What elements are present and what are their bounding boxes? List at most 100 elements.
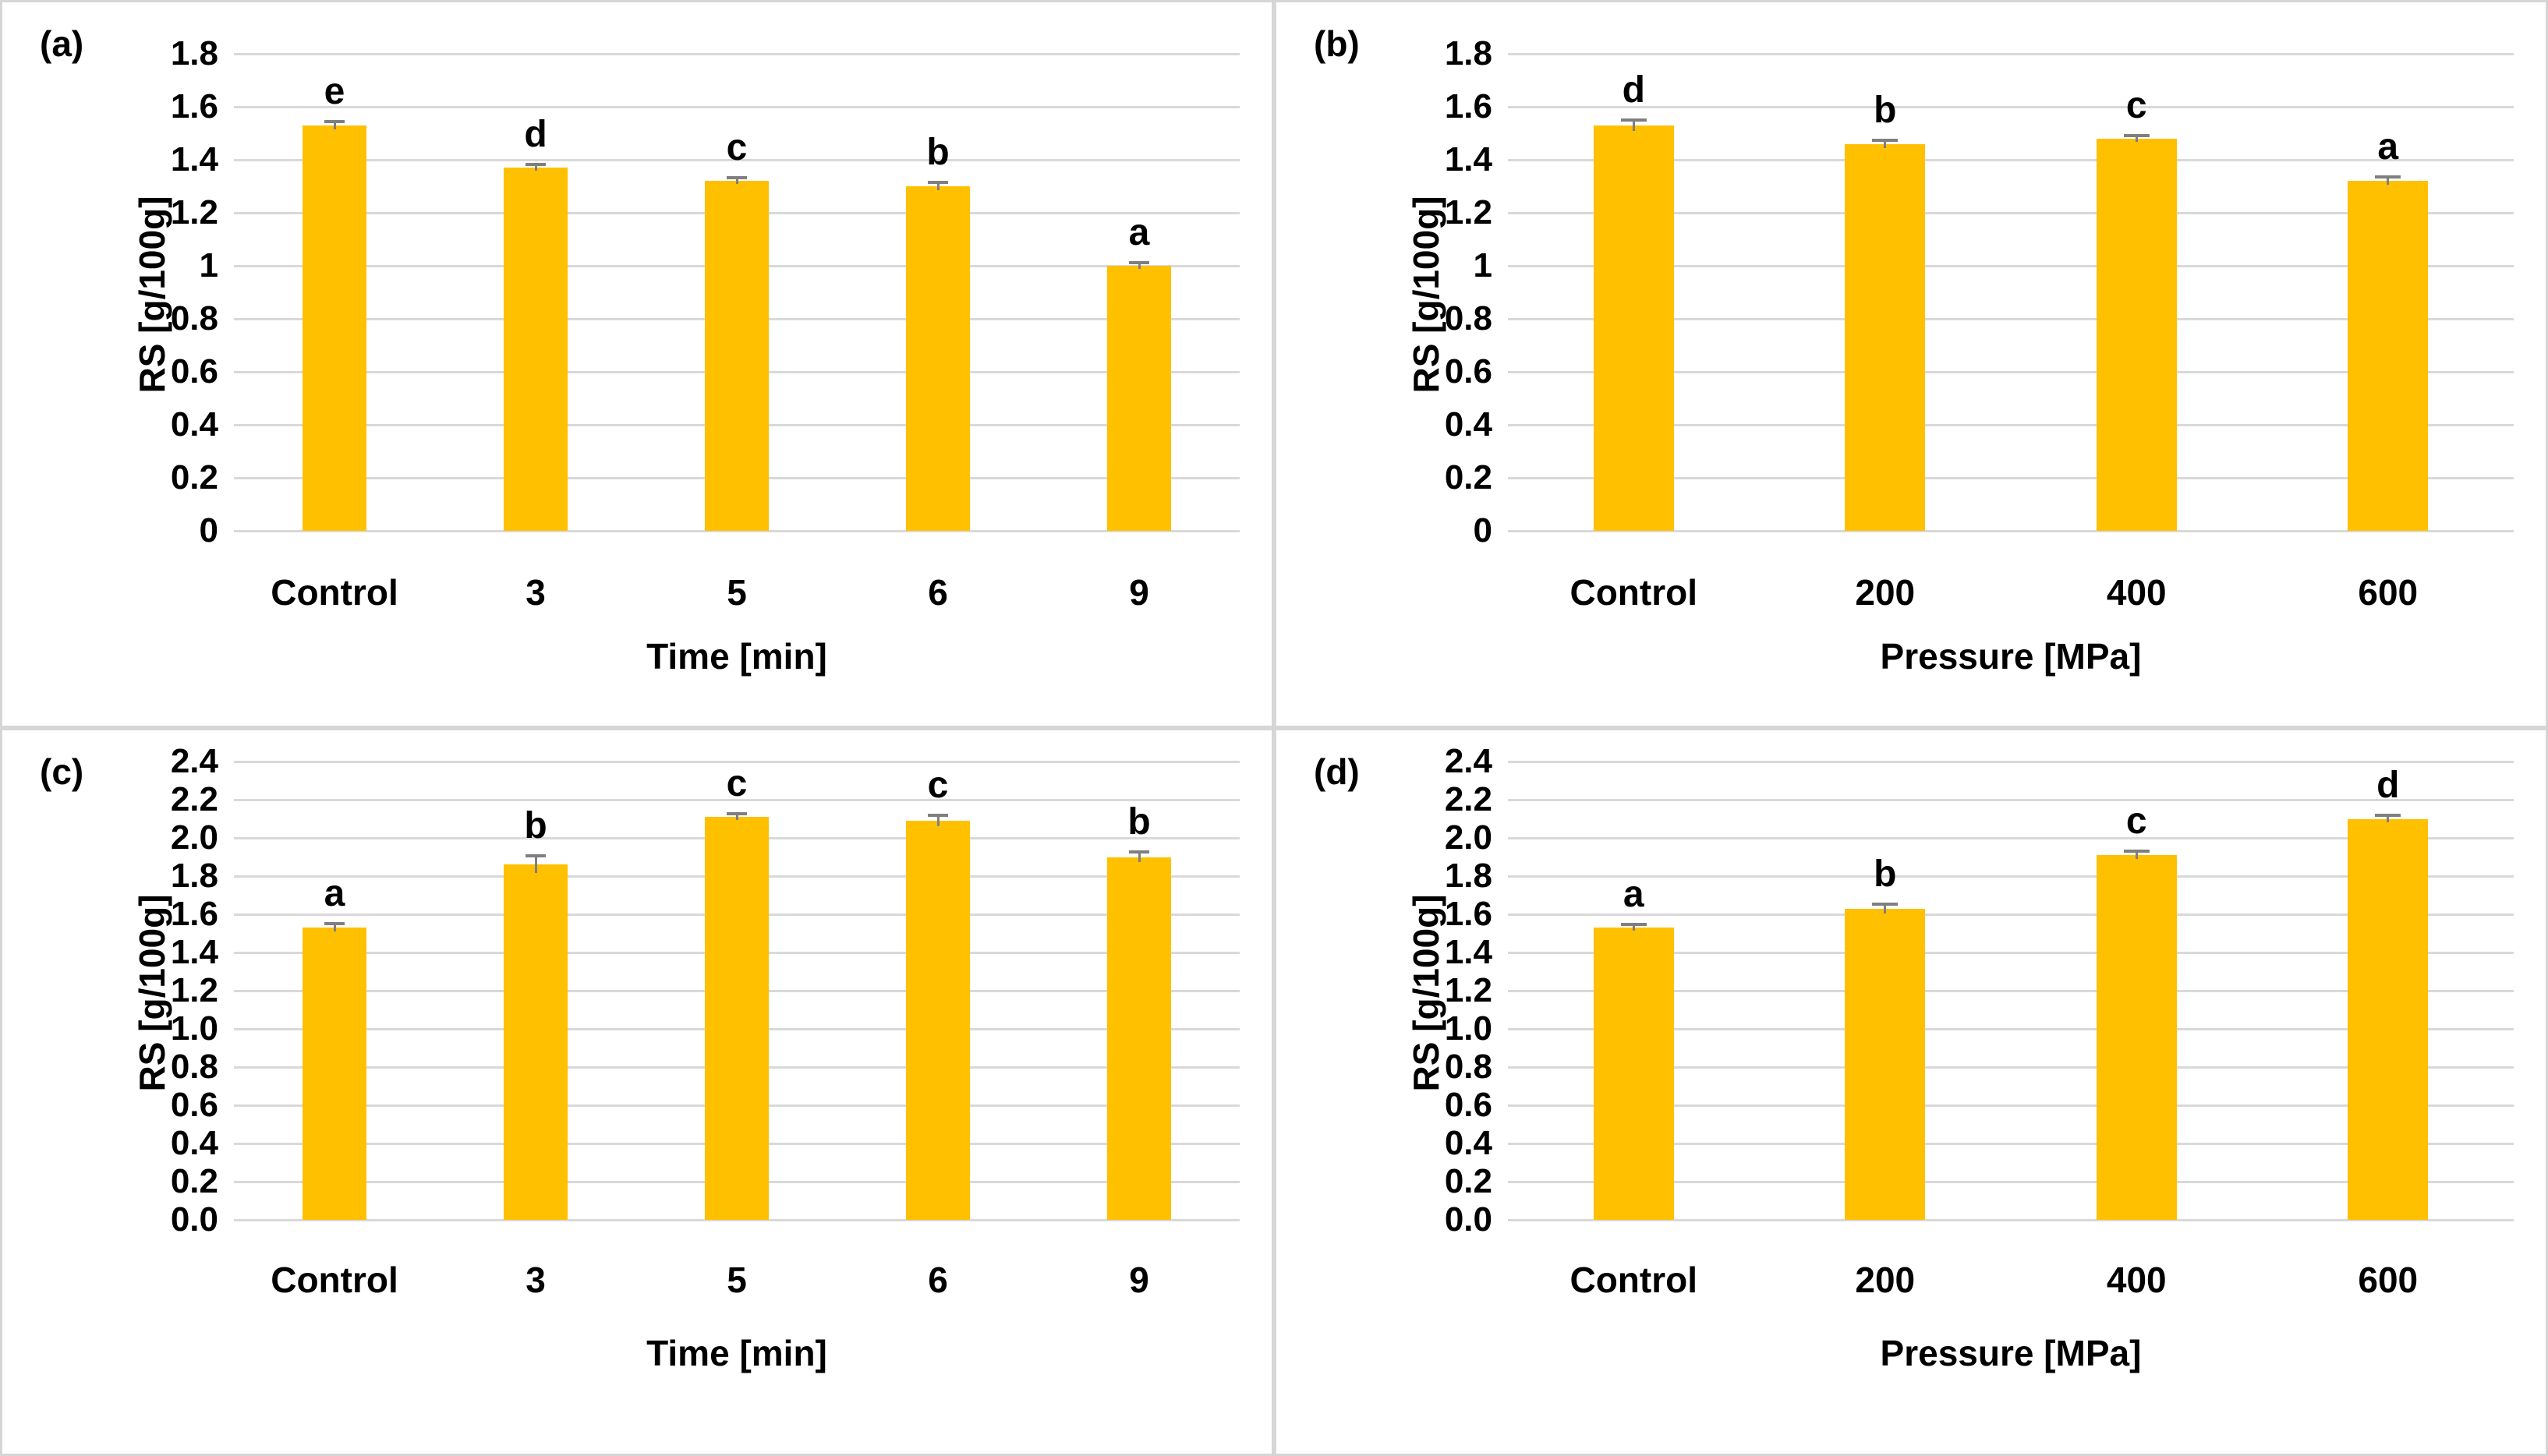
y-axis-tick-label: 1 xyxy=(1473,246,1492,284)
bar xyxy=(1593,928,1674,1220)
gridline xyxy=(234,53,1240,55)
y-axis-tick-label: 0.4 xyxy=(170,405,218,444)
x-axis-tick-label: 6 xyxy=(928,572,948,613)
x-axis-tick-label: Control xyxy=(1569,1260,1697,1300)
error-bar-stem xyxy=(333,121,336,129)
y-axis-tick-label: 0.6 xyxy=(1444,1086,1492,1124)
error-bar-stem xyxy=(2387,177,2390,186)
plot-area: 1.8 1.6 1.4 1.2 1 0.8 0.6 0.4 0.2 0 d b c a xyxy=(1445,34,2514,550)
error-bar-cap xyxy=(726,176,748,180)
y-axis-tick-label: 0.8 xyxy=(1444,299,1492,337)
y-axis-tick-label: 0.6 xyxy=(170,352,218,391)
significance-letter: d xyxy=(2376,764,2400,806)
error-bar-cap xyxy=(1128,850,1150,854)
significance-letter: d xyxy=(524,114,547,156)
error-bar-cap xyxy=(2123,133,2150,137)
y-axis-tick-label: 1.6 xyxy=(1444,894,1492,933)
error-bar-cap xyxy=(1872,138,1899,142)
bar xyxy=(302,928,367,1220)
y-axis-tick-label: 1.8 xyxy=(170,857,218,895)
x-axis-tick-label: 9 xyxy=(1129,572,1149,613)
gridline xyxy=(234,158,1240,161)
y-axis-tick-label: 1.6 xyxy=(1444,87,1492,125)
plot-area: 2.4 2.2 2.0 1.8 1.6 1.4 1.2 1.0 0.8 0.6 0.4 0.2 0.0 a… xyxy=(171,742,1240,1239)
gridline xyxy=(1508,761,2514,763)
gridline xyxy=(1508,158,2514,161)
gridline xyxy=(1508,1181,2514,1183)
error-bar-cap xyxy=(927,180,949,184)
bar xyxy=(2096,138,2177,531)
bar xyxy=(1845,908,1926,1220)
x-axis-title: Pressure [MPa] xyxy=(1880,636,2142,677)
significance-letter: a xyxy=(324,873,345,915)
gridline xyxy=(1508,798,2514,801)
gridline xyxy=(1508,105,2514,108)
error-bar-cap xyxy=(1128,260,1150,264)
gridline xyxy=(1508,53,2514,55)
gridline xyxy=(234,1219,1240,1221)
y-axis-tick-label: 2.0 xyxy=(170,818,218,857)
gridline xyxy=(1508,264,2514,267)
y-axis-tick-label: 0.0 xyxy=(170,1200,218,1239)
error-bar-stem xyxy=(534,164,537,171)
y-axis-tick-label: 0.8 xyxy=(170,1047,218,1086)
gridline xyxy=(234,761,1240,763)
error-bar-stem xyxy=(936,815,940,827)
significance-letter: d xyxy=(1622,69,1645,111)
x-axis-tick-label: 9 xyxy=(1129,1260,1149,1300)
bar xyxy=(2348,818,2429,1220)
bar xyxy=(2348,181,2429,531)
gridline xyxy=(234,530,1240,532)
error-bar-cap xyxy=(324,922,345,926)
y-axis-tick-label: 0.8 xyxy=(170,299,218,337)
y-axis-tick-label: 2.4 xyxy=(1444,742,1492,780)
significance-letter: c xyxy=(726,127,748,169)
bar xyxy=(905,186,971,531)
error-bar-stem xyxy=(1632,120,1635,131)
y-axis-tick-label: 0.2 xyxy=(1444,1162,1492,1200)
plot-area: 2.4 2.2 2.0 1.8 1.6 1.4 1.2 1.0 0.8 0.6 0.4 0.2 0.0 a… xyxy=(1445,742,2514,1239)
x-axis-tick-labels: Control 200 400 600 xyxy=(1508,571,2514,613)
significance-letter: c xyxy=(726,763,748,805)
bar xyxy=(1106,266,1172,531)
error-bar-stem xyxy=(2387,815,2390,823)
plot-area: 1.8 1.6 1.4 1.2 1 0.8 0.6 0.4 0.2 0 e d c b a xyxy=(171,34,1240,550)
bar xyxy=(704,817,770,1220)
error-bar-stem xyxy=(936,182,940,191)
y-axis-tick-label: 1.0 xyxy=(170,1009,218,1048)
significance-letter: b xyxy=(1874,89,1897,131)
bar xyxy=(1593,125,1674,531)
error-bar-cap xyxy=(1620,923,1647,927)
gridline xyxy=(1508,211,2514,214)
panel-d: (d) RS [g/100g] 2.4 2.2 2.0 1.8 1.6 1.4 1.2 1.0… xyxy=(1274,728,2548,1456)
x-axis-tick-labels: Control 3 5 6 9 xyxy=(234,1259,1240,1301)
bar xyxy=(2096,855,2177,1220)
panel-b: (b) RS [g/100g] 1.8 1.6 1.4 1.2 1 0.8 0.6 0.4 0.… xyxy=(1274,0,2548,728)
bar xyxy=(1106,857,1172,1220)
gridline xyxy=(1508,1219,2514,1221)
y-axis-tick-label: 1.8 xyxy=(170,34,218,72)
bar xyxy=(1845,143,1926,531)
y-axis-tick-label: 0.2 xyxy=(170,458,218,497)
x-axis-tick-label: 400 xyxy=(2106,572,2167,613)
gridline xyxy=(1508,370,2514,373)
y-axis-tick-label: 2.2 xyxy=(1444,779,1492,818)
gridline xyxy=(1508,990,2514,992)
gridline xyxy=(1508,1104,2514,1107)
significance-letter: a xyxy=(1128,211,1150,253)
error-bar-stem xyxy=(1884,903,1887,914)
x-axis-tick-label: 600 xyxy=(2358,572,2419,613)
error-bar-stem xyxy=(333,924,336,932)
error-bar-cap xyxy=(525,854,547,858)
y-axis-tick-label: 0.8 xyxy=(1444,1047,1492,1086)
gridline xyxy=(1508,1065,2514,1069)
bar xyxy=(503,864,568,1220)
y-axis-tick-label: 1.4 xyxy=(1444,140,1492,178)
error-bar-stem xyxy=(1884,140,1887,148)
error-bar-cap xyxy=(2123,850,2150,853)
error-bar-stem xyxy=(534,856,537,874)
significance-letter: a xyxy=(2377,126,2399,168)
significance-letter: b xyxy=(524,805,547,847)
x-axis-tick-label: 3 xyxy=(526,572,546,613)
panel-c: (c) RS [g/100g] 2.4 2.2 2.0 1.8 1.6 1.4 1.2 1.0… xyxy=(0,728,1274,1456)
